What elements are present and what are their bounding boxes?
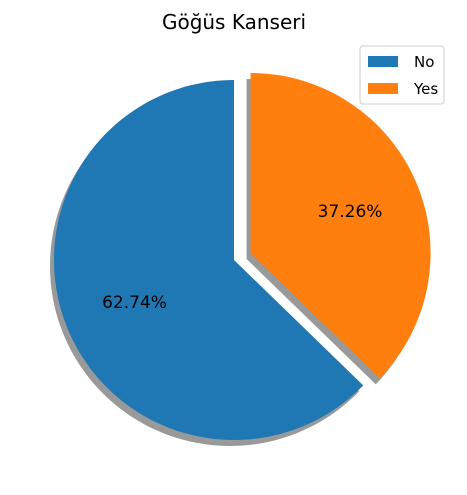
pie-slice-no: [54, 80, 364, 440]
pie-slice-yes: [250, 72, 431, 379]
slice-label-yes: 37.26%: [318, 202, 383, 222]
legend-swatch-yes: [368, 83, 398, 94]
slice-label-no: 62.74%: [102, 293, 167, 313]
pie-slices: [54, 72, 431, 440]
legend-label-yes: Yes: [413, 80, 438, 98]
legend-swatch-no: [368, 56, 398, 67]
pie-labels: 62.74% 37.26%: [102, 202, 382, 313]
legend: No Yes: [359, 45, 445, 105]
chart-title: Göğüs Kanseri: [162, 10, 306, 34]
legend-label-no: No: [414, 53, 434, 71]
